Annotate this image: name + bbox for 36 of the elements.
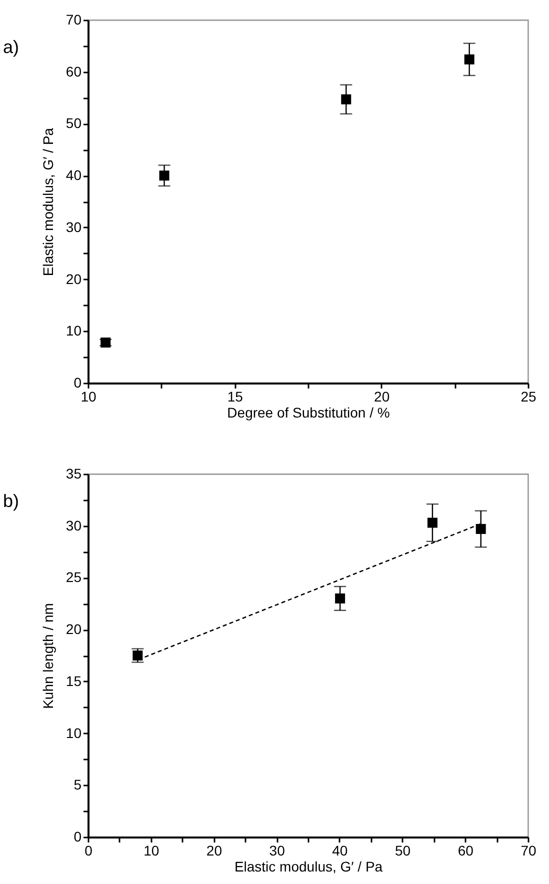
y-tick-label: 5 bbox=[74, 776, 82, 793]
x-tick-label: 60 bbox=[458, 842, 474, 858]
y-tick-label: 15 bbox=[66, 672, 82, 689]
x-tick-label: 25 bbox=[520, 388, 536, 404]
text: a) bbox=[3, 37, 20, 57]
y-axis-title: Elastic modulus, G′ / Pa bbox=[40, 128, 56, 276]
x-axis-title: Elastic modulus, G′ / Pa bbox=[234, 858, 383, 874]
x-axis-title: Degree of Substitution / % bbox=[227, 404, 390, 420]
y-tick-label: 70 bbox=[66, 12, 82, 28]
y-tick-label: 0 bbox=[74, 828, 82, 844]
x-tick-label: 10 bbox=[144, 842, 160, 858]
x-tick-label: 50 bbox=[394, 842, 411, 858]
y-tick-label: 0 bbox=[74, 374, 82, 390]
y-tick-label: 30 bbox=[66, 517, 82, 534]
y-tick-label: 10 bbox=[66, 322, 82, 339]
x-tick-label: 20 bbox=[374, 388, 390, 404]
x-tick-label: 30 bbox=[269, 842, 286, 858]
x-tick-label: 20 bbox=[206, 842, 222, 858]
y-tick-label: 35 bbox=[66, 466, 82, 482]
x-tick-label: 15 bbox=[227, 388, 244, 404]
y-tick-label: 40 bbox=[66, 167, 82, 184]
text: b) bbox=[3, 491, 20, 511]
y-tick-label: 30 bbox=[66, 218, 82, 235]
y-tick-label: 60 bbox=[66, 63, 82, 80]
x-tick-label: 40 bbox=[332, 842, 348, 858]
y-tick-label: 10 bbox=[66, 724, 82, 741]
y-tick-label: 50 bbox=[66, 115, 82, 132]
y-axis-title: Kuhn length / nm bbox=[40, 603, 56, 709]
y-tick-label: 20 bbox=[66, 621, 82, 638]
y-tick-label: 25 bbox=[66, 569, 82, 586]
x-tick-label: 70 bbox=[520, 842, 536, 858]
x-tick-label: 0 bbox=[84, 842, 93, 858]
point bbox=[335, 593, 346, 604]
y-tick-label: 20 bbox=[66, 270, 82, 287]
point bbox=[427, 518, 438, 528]
point bbox=[341, 94, 352, 104]
